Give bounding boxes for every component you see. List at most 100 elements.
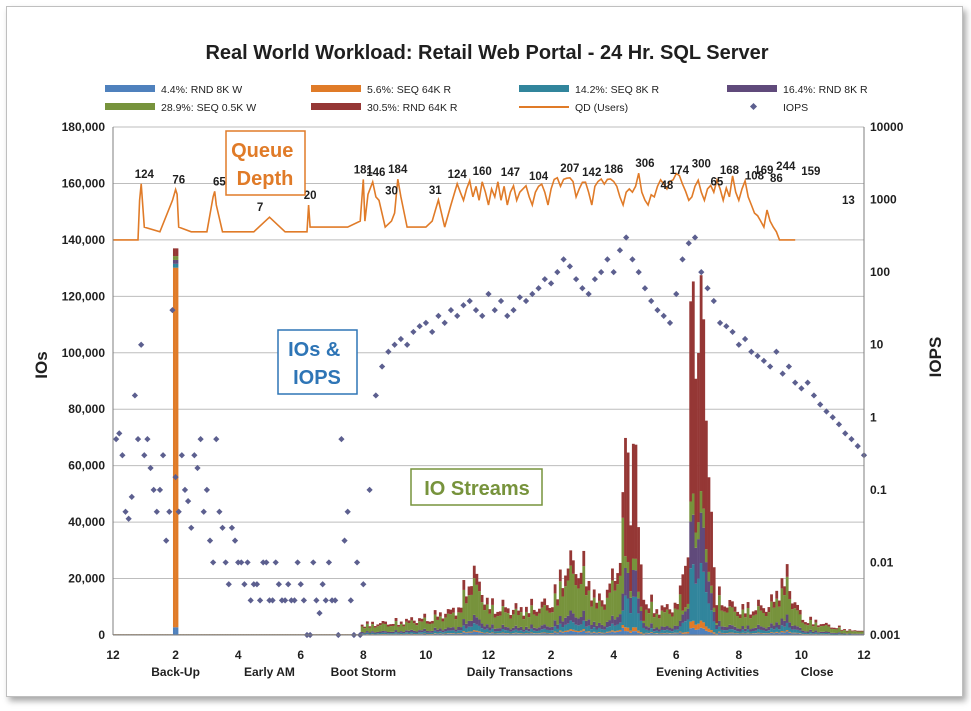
io-bar-segment xyxy=(509,618,513,630)
io-bar-segment xyxy=(475,584,479,618)
io-bar-segment xyxy=(478,631,481,633)
io-bar-segment xyxy=(501,633,505,635)
io-bar-segment xyxy=(780,632,784,635)
io-bar-segment xyxy=(626,598,630,628)
io-bar-segment xyxy=(817,627,820,633)
io-bar-segment xyxy=(809,629,813,632)
io-bar-segment xyxy=(686,557,690,604)
io-bar-segment xyxy=(715,633,719,635)
io-bar-segment xyxy=(811,633,815,635)
io-bar-segment xyxy=(397,632,401,634)
io-bar-segment xyxy=(762,627,766,631)
io-bar-segment xyxy=(613,625,617,632)
io-bar-segment xyxy=(433,614,437,628)
io-bar-segment xyxy=(566,630,570,632)
io-bar-segment xyxy=(543,624,547,629)
io-bar-segment xyxy=(840,634,844,635)
io-bar-segment xyxy=(785,564,789,577)
io-bar-segment xyxy=(538,633,541,634)
io-bar-segment xyxy=(491,598,494,605)
io-bar-segment xyxy=(574,630,578,632)
io-bar-segment xyxy=(707,603,711,629)
io-bar-segment xyxy=(603,609,607,627)
io-bar-segment xyxy=(733,633,737,635)
io-bar-segment xyxy=(467,631,471,633)
io-bar-segment xyxy=(584,631,588,633)
io-bar-segment xyxy=(483,610,487,627)
io-bar-segment xyxy=(420,632,424,634)
io-bar-segment xyxy=(626,562,630,573)
io-bar-segment xyxy=(423,633,427,635)
iops-point xyxy=(291,597,298,604)
io-bar-segment xyxy=(835,633,839,634)
io-bar-segment xyxy=(728,624,732,630)
iops-point xyxy=(113,436,120,443)
io-bar-segment xyxy=(832,627,836,630)
io-bar-segment xyxy=(837,625,841,628)
io-bar-segment xyxy=(582,630,586,635)
io-bar-segment xyxy=(412,632,416,634)
io-bar-segment xyxy=(733,626,737,631)
qd-data-label: 7 xyxy=(257,202,263,214)
io-bar-segment xyxy=(717,620,721,627)
io-bar-segment xyxy=(611,623,614,631)
io-bar-segment xyxy=(780,578,784,589)
io-bar-segment xyxy=(467,626,471,632)
iops-point xyxy=(231,537,239,544)
io-bar-segment xyxy=(694,532,698,548)
io-bar-segment xyxy=(530,605,534,625)
io-bar-segment xyxy=(788,591,792,599)
io-bar-segment xyxy=(423,617,427,629)
io-bar-segment xyxy=(631,558,635,570)
io-bar-segment xyxy=(767,612,771,627)
io-bar-segment xyxy=(590,600,594,607)
io-bar-segment xyxy=(634,558,638,571)
io-bar-segment xyxy=(514,633,518,635)
io-bar-segment xyxy=(457,612,461,627)
io-bar-segment xyxy=(574,574,578,586)
io-bar-segment xyxy=(655,633,659,634)
io-bar-segment xyxy=(384,631,388,633)
qd-data-label: 160 xyxy=(473,166,492,178)
io-bar-segment xyxy=(378,631,382,633)
iops-point xyxy=(748,348,755,355)
io-bar-segment xyxy=(738,614,742,619)
io-bar-segment xyxy=(418,630,421,633)
io-bar-segment xyxy=(759,633,763,635)
io-bar-segment xyxy=(697,539,700,579)
io-bar-segment xyxy=(556,628,560,633)
io-bar-segment xyxy=(681,622,685,633)
ios-iops-callout-box xyxy=(277,329,358,395)
io-bar-segment xyxy=(736,628,740,632)
legend-swatch-rnd64kr xyxy=(311,103,361,110)
io-bar-segment xyxy=(798,633,802,634)
io-bar-segment xyxy=(741,629,745,633)
io-bar-segment xyxy=(425,632,429,635)
iops-point xyxy=(741,335,749,343)
io-bar-segment xyxy=(699,620,703,628)
io-bar-segment xyxy=(843,629,846,631)
io-bar-segment xyxy=(543,598,547,606)
iops-point xyxy=(150,486,157,493)
io-bar-segment xyxy=(457,633,461,634)
io-bar-segment xyxy=(710,630,713,633)
io-bar-segment xyxy=(462,619,466,626)
iops-point xyxy=(341,537,348,544)
io-bar-segment xyxy=(527,617,531,629)
io-bar-segment xyxy=(449,614,453,628)
io-bar-segment xyxy=(509,629,513,632)
io-bar-segment xyxy=(650,632,653,635)
io-bar-segment xyxy=(501,632,505,634)
io-bar-segment xyxy=(590,633,594,635)
io-bar-segment xyxy=(738,633,742,635)
io-bar-segment xyxy=(835,629,839,634)
io-bar-segment xyxy=(412,630,416,633)
io-bar-segment xyxy=(545,610,549,627)
io-bar-segment xyxy=(621,610,625,625)
io-bar-segment xyxy=(488,609,492,614)
io-bar-segment xyxy=(551,633,554,635)
io-bar-segment xyxy=(845,631,849,634)
io-bar-segment xyxy=(525,630,528,634)
qd-data-label: 65 xyxy=(213,176,226,188)
io-bar-segment xyxy=(397,633,401,635)
